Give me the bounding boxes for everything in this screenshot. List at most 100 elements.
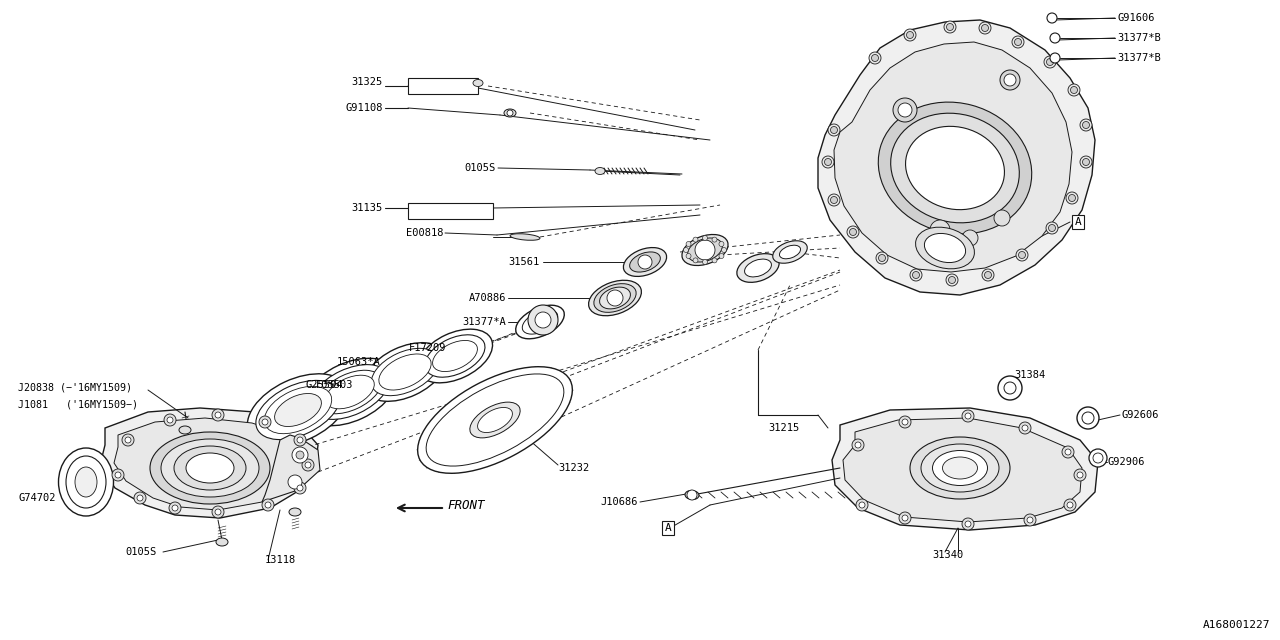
Text: 31377*B: 31377*B	[1117, 33, 1161, 43]
Circle shape	[1024, 514, 1036, 526]
Circle shape	[212, 506, 224, 518]
Text: A: A	[1075, 217, 1082, 227]
Circle shape	[1076, 472, 1083, 478]
Circle shape	[1044, 56, 1056, 68]
Circle shape	[265, 502, 271, 508]
Text: G92606: G92606	[1123, 410, 1160, 420]
Text: A168001227: A168001227	[1202, 620, 1270, 630]
Polygon shape	[835, 42, 1073, 272]
Circle shape	[172, 505, 178, 511]
Ellipse shape	[891, 113, 1019, 223]
Circle shape	[982, 269, 995, 281]
Circle shape	[945, 21, 956, 33]
Circle shape	[963, 230, 978, 246]
Circle shape	[262, 419, 268, 425]
Ellipse shape	[417, 329, 493, 383]
Circle shape	[294, 482, 306, 494]
Circle shape	[719, 253, 724, 259]
Circle shape	[122, 434, 134, 446]
Ellipse shape	[433, 340, 477, 372]
Ellipse shape	[417, 367, 572, 474]
Circle shape	[1000, 70, 1020, 90]
Circle shape	[1083, 122, 1089, 129]
Circle shape	[607, 290, 623, 306]
Circle shape	[984, 271, 992, 278]
Ellipse shape	[325, 375, 374, 409]
Text: G92906: G92906	[1108, 457, 1146, 467]
Circle shape	[828, 124, 840, 136]
Circle shape	[965, 413, 972, 419]
Circle shape	[946, 274, 957, 286]
Text: 31232: 31232	[558, 463, 589, 473]
Circle shape	[878, 255, 886, 262]
Circle shape	[1016, 249, 1028, 261]
Circle shape	[1048, 225, 1056, 232]
Circle shape	[169, 502, 180, 514]
Circle shape	[995, 210, 1010, 226]
Text: 13118: 13118	[265, 555, 296, 565]
Ellipse shape	[150, 432, 270, 504]
Polygon shape	[832, 408, 1098, 530]
Circle shape	[904, 29, 916, 41]
Ellipse shape	[594, 284, 636, 312]
Circle shape	[869, 52, 881, 64]
Text: 31340: 31340	[932, 550, 964, 560]
Ellipse shape	[509, 234, 540, 240]
Ellipse shape	[933, 451, 987, 486]
Circle shape	[687, 490, 698, 500]
Circle shape	[979, 22, 991, 34]
Circle shape	[703, 236, 708, 241]
Ellipse shape	[595, 168, 605, 175]
Ellipse shape	[319, 371, 381, 413]
Ellipse shape	[687, 238, 722, 262]
Circle shape	[288, 475, 302, 489]
Circle shape	[1066, 192, 1078, 204]
Circle shape	[164, 414, 177, 426]
Circle shape	[850, 228, 856, 236]
Circle shape	[824, 159, 832, 166]
Circle shape	[125, 437, 131, 443]
Circle shape	[1050, 53, 1060, 63]
Ellipse shape	[915, 227, 974, 269]
Circle shape	[913, 271, 919, 278]
Text: J10686: J10686	[600, 497, 637, 507]
Circle shape	[1004, 74, 1016, 86]
Ellipse shape	[623, 248, 667, 276]
Circle shape	[1080, 119, 1092, 131]
Ellipse shape	[745, 259, 772, 277]
Ellipse shape	[186, 453, 234, 483]
Circle shape	[712, 237, 717, 242]
Ellipse shape	[682, 234, 728, 266]
Text: F17209: F17209	[408, 343, 445, 353]
Ellipse shape	[599, 287, 631, 309]
Circle shape	[1070, 86, 1078, 93]
Ellipse shape	[922, 444, 998, 492]
Circle shape	[1004, 382, 1016, 394]
Circle shape	[134, 492, 146, 504]
Text: 31377*A: 31377*A	[462, 317, 506, 327]
Circle shape	[292, 447, 308, 463]
Ellipse shape	[364, 342, 447, 401]
Circle shape	[852, 439, 864, 451]
Ellipse shape	[516, 305, 564, 339]
Circle shape	[1093, 453, 1103, 463]
Circle shape	[902, 515, 908, 521]
Ellipse shape	[264, 387, 332, 434]
Circle shape	[1074, 469, 1085, 481]
Bar	[408, 78, 477, 94]
Text: 31384: 31384	[1014, 370, 1046, 380]
Circle shape	[1021, 425, 1028, 431]
Circle shape	[1076, 407, 1100, 429]
Circle shape	[1012, 36, 1024, 48]
Circle shape	[1019, 422, 1030, 434]
Circle shape	[1062, 446, 1074, 458]
Circle shape	[215, 509, 221, 515]
Circle shape	[1068, 84, 1080, 96]
Circle shape	[847, 226, 859, 238]
Circle shape	[1046, 222, 1059, 234]
Ellipse shape	[522, 310, 558, 334]
Ellipse shape	[59, 448, 114, 516]
Circle shape	[1082, 412, 1094, 424]
Circle shape	[302, 459, 314, 471]
Circle shape	[212, 409, 224, 421]
